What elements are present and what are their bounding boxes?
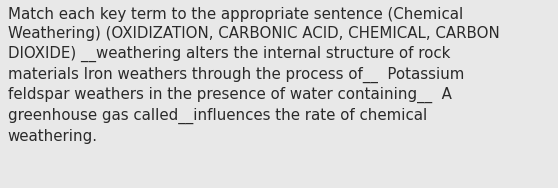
Text: Match each key term to the appropriate sentence (Chemical
Weathering) (OXIDIZATI: Match each key term to the appropriate s… xyxy=(8,7,499,144)
